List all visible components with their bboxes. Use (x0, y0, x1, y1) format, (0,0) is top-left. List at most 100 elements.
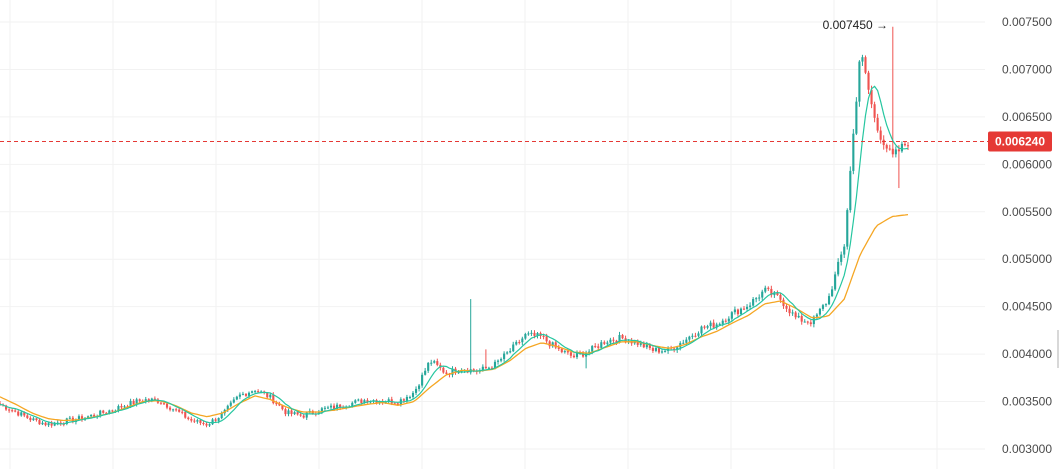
candle-body (26, 415, 29, 418)
candle (187, 416, 190, 421)
candle (496, 359, 500, 365)
candle-body (606, 342, 609, 344)
candle-body (600, 342, 603, 348)
candle (111, 409, 114, 413)
candle-body (138, 399, 141, 401)
candle (815, 313, 818, 320)
candle (791, 309, 794, 316)
candle-body (254, 391, 257, 393)
candle-body (457, 372, 460, 374)
candle (752, 297, 755, 307)
candle (885, 143, 888, 153)
candle-body (363, 400, 366, 403)
candle-body (667, 347, 670, 351)
candle-body (569, 352, 572, 356)
candle-body (202, 423, 205, 425)
candle (503, 351, 506, 362)
candle-body (654, 348, 658, 351)
candle-body (217, 418, 220, 421)
candle-body (834, 274, 837, 290)
candle-body (500, 359, 503, 361)
candle (527, 331, 530, 336)
candle (651, 345, 654, 353)
candle (827, 293, 831, 306)
candle-body (20, 412, 23, 416)
candle-body (187, 417, 190, 419)
candle (80, 414, 84, 422)
candle-body (518, 341, 521, 343)
candle-body (238, 394, 241, 397)
candle (852, 129, 855, 175)
candle-body (900, 143, 903, 152)
candle-body (241, 393, 245, 395)
candle (524, 332, 527, 340)
candle (484, 349, 487, 370)
candle-body (427, 362, 430, 371)
candle-body (14, 410, 17, 412)
candle (864, 55, 867, 75)
candle-body (266, 392, 269, 398)
candle (745, 304, 749, 312)
candle-body (339, 404, 342, 408)
candle-body (824, 304, 828, 306)
candle-body (111, 410, 114, 412)
candle (724, 318, 727, 323)
candle (424, 367, 427, 376)
candle-body (50, 423, 53, 426)
candle (821, 303, 825, 312)
candle (35, 417, 38, 422)
candle-body (849, 170, 852, 211)
candle-body (682, 342, 685, 344)
candle-body (512, 344, 515, 352)
candle-body (612, 339, 615, 341)
candle (168, 406, 172, 412)
candle-body (357, 399, 360, 401)
y-tick-label: 0.006000 (1002, 157, 1052, 171)
candle-body (591, 346, 594, 352)
candle-body (293, 412, 296, 415)
candle (834, 271, 837, 291)
candle-body (788, 308, 791, 314)
candle-body (715, 324, 718, 328)
candle (53, 421, 56, 427)
candle-body (93, 414, 96, 417)
candle-body (332, 405, 336, 409)
candle (20, 410, 23, 417)
candle-body (885, 145, 888, 149)
candle (26, 413, 29, 419)
candle-body (742, 308, 746, 310)
candle-body (323, 407, 326, 409)
candle-body (493, 361, 497, 369)
candle-body (436, 361, 439, 365)
candle (138, 398, 141, 403)
candle (767, 286, 770, 291)
candle-body (11, 410, 14, 412)
candle-body (755, 298, 758, 300)
candle-body (891, 148, 894, 155)
candle-body (275, 403, 278, 405)
candle-body (17, 411, 20, 416)
candle-body (767, 287, 770, 289)
candle-body (663, 350, 667, 352)
candle-body (147, 399, 150, 401)
candle-body (260, 391, 263, 393)
candle (5, 404, 8, 411)
candle (758, 294, 761, 302)
candle-body (117, 406, 120, 411)
candle-body (77, 416, 81, 420)
candle-body (557, 347, 560, 349)
moving-average-slow-line (0, 213, 909, 422)
candle-body (651, 348, 654, 351)
grid (0, 0, 985, 469)
candle (557, 344, 560, 351)
candle (803, 319, 806, 323)
candle (387, 397, 390, 403)
candle (846, 208, 849, 250)
candle (818, 307, 821, 316)
candle-body (299, 414, 302, 416)
candle-body (430, 362, 433, 364)
candle-body (727, 318, 730, 322)
candle-body (554, 342, 557, 348)
candle (903, 141, 907, 147)
